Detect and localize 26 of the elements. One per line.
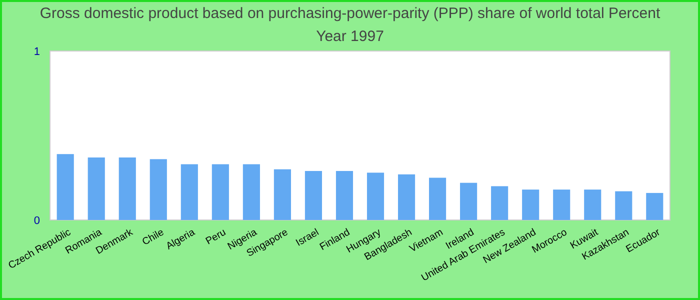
bar (522, 190, 540, 220)
bar (56, 154, 74, 220)
bar (212, 164, 229, 220)
chart-subtitle: Year 1997 (316, 28, 384, 45)
bar (366, 172, 384, 220)
bar (274, 169, 291, 220)
bar (646, 192, 664, 220)
bar (242, 164, 260, 220)
bar (180, 164, 198, 220)
bar (429, 178, 446, 220)
bar (150, 159, 167, 220)
y-tick-label: 1 (34, 46, 40, 58)
bar (460, 182, 478, 220)
x-tick-label: Peru (204, 227, 228, 248)
bar (88, 157, 105, 220)
chart-title: Gross domestic product based on purchasing-power-parity (PPP) share of world total Percent (40, 5, 661, 22)
y-tick-label: 0 (34, 214, 40, 227)
bar (336, 170, 354, 220)
bar (118, 157, 136, 220)
bar (491, 186, 508, 220)
bar (584, 190, 602, 220)
bar (304, 170, 322, 220)
bar (615, 191, 632, 220)
x-tick-label: Chile (140, 226, 166, 248)
bar (398, 174, 416, 220)
bar (553, 190, 570, 220)
